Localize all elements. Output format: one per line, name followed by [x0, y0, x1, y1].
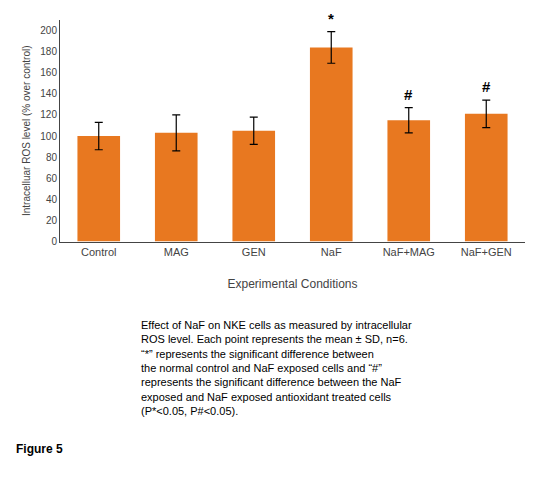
svg-text:Effect of NaF on NKE cells as: Effect of NaF on NKE cells as measured b…	[141, 319, 412, 417]
svg-text:*: *	[328, 10, 334, 27]
svg-text:80: 80	[46, 152, 58, 163]
svg-text:120: 120	[40, 109, 57, 120]
svg-text:#: #	[404, 86, 413, 103]
svg-text:40: 40	[46, 194, 58, 205]
svg-text:140: 140	[40, 88, 57, 99]
svg-text:MAG: MAG	[164, 246, 189, 258]
svg-text:Experimental Conditions: Experimental Conditions	[227, 277, 357, 291]
svg-text:NaF+GEN: NaF+GEN	[461, 246, 512, 258]
svg-text:Intracelluar ROS level (% over: Intracelluar ROS level (% over control)	[21, 45, 32, 216]
svg-text:#: #	[482, 78, 491, 95]
svg-text:Figure 5: Figure 5	[16, 442, 63, 456]
svg-text:0: 0	[51, 236, 57, 247]
svg-text:NaF: NaF	[321, 246, 342, 258]
svg-text:180: 180	[40, 46, 57, 57]
svg-text:NaF+MAG: NaF+MAG	[383, 246, 435, 258]
svg-text:20: 20	[46, 215, 58, 226]
svg-text:60: 60	[46, 173, 58, 184]
svg-text:160: 160	[40, 67, 57, 78]
svg-text:200: 200	[40, 25, 57, 36]
svg-text:100: 100	[40, 131, 57, 142]
svg-text:Control: Control	[81, 246, 116, 258]
svg-text:GEN: GEN	[242, 246, 266, 258]
